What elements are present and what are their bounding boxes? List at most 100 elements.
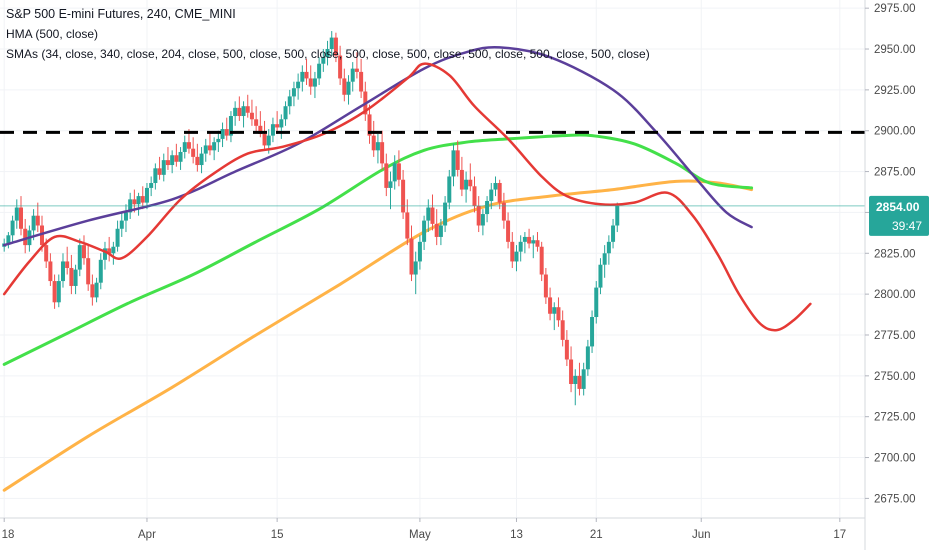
candle-up bbox=[598, 264, 603, 288]
candle-up bbox=[123, 212, 128, 221]
candle-down bbox=[560, 320, 565, 340]
candle-up bbox=[329, 37, 334, 50]
candle-down bbox=[367, 114, 372, 136]
candle-down bbox=[342, 78, 347, 95]
candle-up bbox=[102, 248, 107, 260]
last-price-badge: 2854.00 39:47 bbox=[869, 195, 929, 236]
hma-legend-entry[interactable]: HMA (500, close) bbox=[6, 27, 99, 41]
candle-down bbox=[497, 183, 502, 203]
candle-up bbox=[594, 287, 599, 318]
candlesticks bbox=[2, 31, 620, 406]
time-axis-label: 15 bbox=[271, 529, 284, 541]
chart-legend: S&P 500 E-mini Futures, 240, CME_MINI HM… bbox=[6, 4, 650, 64]
price-axis-label: 2950.00 bbox=[874, 44, 916, 56]
candle-up bbox=[56, 281, 61, 303]
time-axis-label: 17 bbox=[833, 529, 846, 541]
candle-up bbox=[241, 106, 246, 117]
candle-down bbox=[527, 236, 532, 244]
candle-up bbox=[438, 225, 443, 237]
sma34-line bbox=[2, 62, 812, 332]
candle-up bbox=[447, 176, 452, 203]
candle-up bbox=[178, 151, 183, 162]
price-axis-label: 2750.00 bbox=[874, 371, 916, 383]
candle-up bbox=[480, 214, 485, 226]
candle-down bbox=[245, 106, 250, 113]
candle-up bbox=[413, 261, 418, 275]
candle-down bbox=[186, 142, 191, 149]
candle-up bbox=[233, 107, 238, 117]
price-axis-label: 2800.00 bbox=[874, 289, 916, 301]
hma-500-line bbox=[2, 45, 753, 247]
candle-down bbox=[195, 156, 200, 166]
candle-up bbox=[392, 163, 397, 182]
candle-up bbox=[6, 235, 11, 244]
candle-up bbox=[585, 346, 590, 370]
candle-down bbox=[401, 179, 406, 213]
price-axis-label: 2875.00 bbox=[874, 167, 916, 179]
candle-up bbox=[581, 369, 586, 389]
candle-up bbox=[94, 282, 99, 298]
candle-up bbox=[426, 207, 431, 221]
candle-down bbox=[338, 55, 343, 79]
bar-countdown: 39:47 bbox=[892, 219, 922, 233]
candle-up bbox=[350, 68, 355, 82]
candle-up bbox=[300, 71, 305, 82]
candle-up bbox=[417, 241, 422, 262]
candle-up bbox=[270, 124, 275, 136]
candle-up bbox=[464, 179, 469, 190]
candle-up bbox=[77, 245, 82, 270]
candle-down bbox=[48, 261, 53, 282]
price-axis-label: 2775.00 bbox=[874, 330, 916, 342]
candle-down bbox=[207, 145, 212, 151]
price-axis-label: 2825.00 bbox=[874, 248, 916, 260]
candle-up bbox=[489, 189, 494, 201]
candle-up bbox=[312, 78, 317, 87]
candle-up bbox=[422, 220, 427, 242]
candle-up bbox=[170, 155, 175, 166]
smas-legend-entry[interactable]: SMAs (34, close, 340, close, 204, close,… bbox=[6, 47, 650, 61]
candle-up bbox=[283, 106, 288, 120]
candle-down bbox=[569, 359, 574, 385]
time-axis[interactable]: 18 Apr 15 May 13 21 Jun 17 bbox=[2, 518, 847, 541]
hma-line bbox=[2, 45, 753, 247]
candle-up bbox=[518, 241, 523, 252]
candle-up bbox=[514, 251, 519, 262]
candle-down bbox=[65, 261, 70, 268]
candle-down bbox=[472, 186, 477, 206]
candle-down bbox=[468, 179, 473, 187]
time-axis-label: 21 bbox=[590, 529, 603, 541]
candle-down bbox=[69, 267, 74, 286]
candle-up bbox=[149, 183, 154, 188]
candle-up bbox=[485, 200, 490, 215]
candle-down bbox=[371, 135, 376, 151]
candle-down bbox=[86, 258, 91, 285]
candle-down bbox=[455, 150, 460, 170]
candle-up bbox=[317, 63, 322, 79]
candle-up bbox=[266, 135, 271, 146]
candle-up bbox=[203, 145, 208, 154]
candle-down bbox=[275, 124, 280, 128]
sma-204-line bbox=[2, 133, 754, 366]
candle-down bbox=[254, 119, 259, 126]
candle-down bbox=[18, 207, 23, 229]
candle-up bbox=[136, 196, 141, 205]
candle-down bbox=[23, 228, 28, 246]
candle-down bbox=[380, 142, 385, 164]
candle-up bbox=[573, 375, 578, 385]
candle-down bbox=[556, 307, 561, 321]
price-axis-label: 2925.00 bbox=[874, 85, 916, 97]
price-axis-label: 2700.00 bbox=[874, 453, 916, 465]
candle-down bbox=[308, 78, 313, 87]
candle-up bbox=[144, 187, 149, 203]
candle-up bbox=[279, 119, 284, 128]
candle-up bbox=[31, 215, 36, 231]
candle-down bbox=[409, 238, 414, 275]
candle-down bbox=[81, 245, 86, 259]
candle-down bbox=[476, 205, 481, 226]
symbol-title[interactable]: S&P 500 E-mini Futures, 240, CME_MINI bbox=[6, 7, 236, 21]
candle-down bbox=[405, 212, 410, 239]
candle-down bbox=[354, 68, 359, 72]
candle-down bbox=[434, 223, 439, 237]
